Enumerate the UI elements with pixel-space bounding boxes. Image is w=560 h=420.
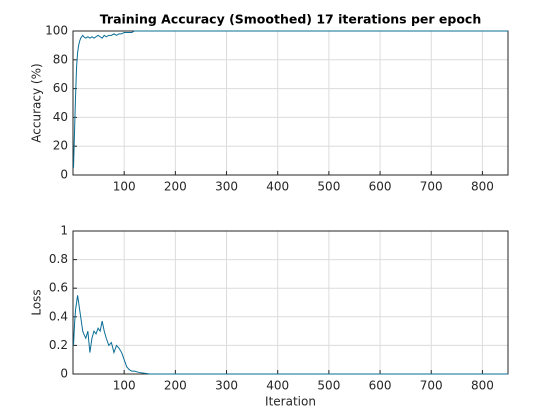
x-tick-label: 200 [164,180,187,194]
x-tick-label: 300 [215,180,238,194]
chart-title: Training Accuracy (Smoothed) 17 iteratio… [100,12,482,27]
y-tick-label: 1 [60,224,68,238]
x-tick-label: 600 [369,379,392,393]
y-tick-label: 40 [53,110,68,124]
y-tick-label: 0.8 [49,252,68,266]
y-axis-label: Loss [30,289,44,315]
y-tick-label: 60 [53,81,68,95]
x-tick-label: 600 [369,180,392,194]
y-tick-label: 100 [45,24,68,38]
axes-frame [72,30,509,176]
y-axis-label: Accuracy (%) [30,63,44,142]
y-tick-label: 0 [60,367,68,381]
x-tick-label: 500 [317,379,340,393]
y-tick-label: 0.6 [49,281,68,295]
x-axis-label: Iteration [265,395,316,409]
y-tick-label: 0.2 [49,338,68,352]
x-tick-label: 800 [471,180,494,194]
x-tick-label: 400 [266,180,289,194]
x-tick-label: 700 [420,379,443,393]
x-tick-label: 400 [266,379,289,393]
x-tick-label: 100 [113,379,136,393]
y-tick-label: 0 [60,168,68,182]
x-tick-label: 100 [113,180,136,194]
y-tick-label: 0.4 [49,309,68,323]
x-tick-label: 300 [215,379,238,393]
x-tick-label: 800 [471,379,494,393]
series-line [73,30,508,168]
x-tick-label: 700 [420,180,443,194]
axes-frame [72,230,509,375]
x-tick-label: 200 [164,379,187,393]
x-tick-label: 500 [317,180,340,194]
series-line [73,295,508,375]
y-tick-label: 20 [53,139,68,153]
y-tick-label: 80 [53,52,68,66]
